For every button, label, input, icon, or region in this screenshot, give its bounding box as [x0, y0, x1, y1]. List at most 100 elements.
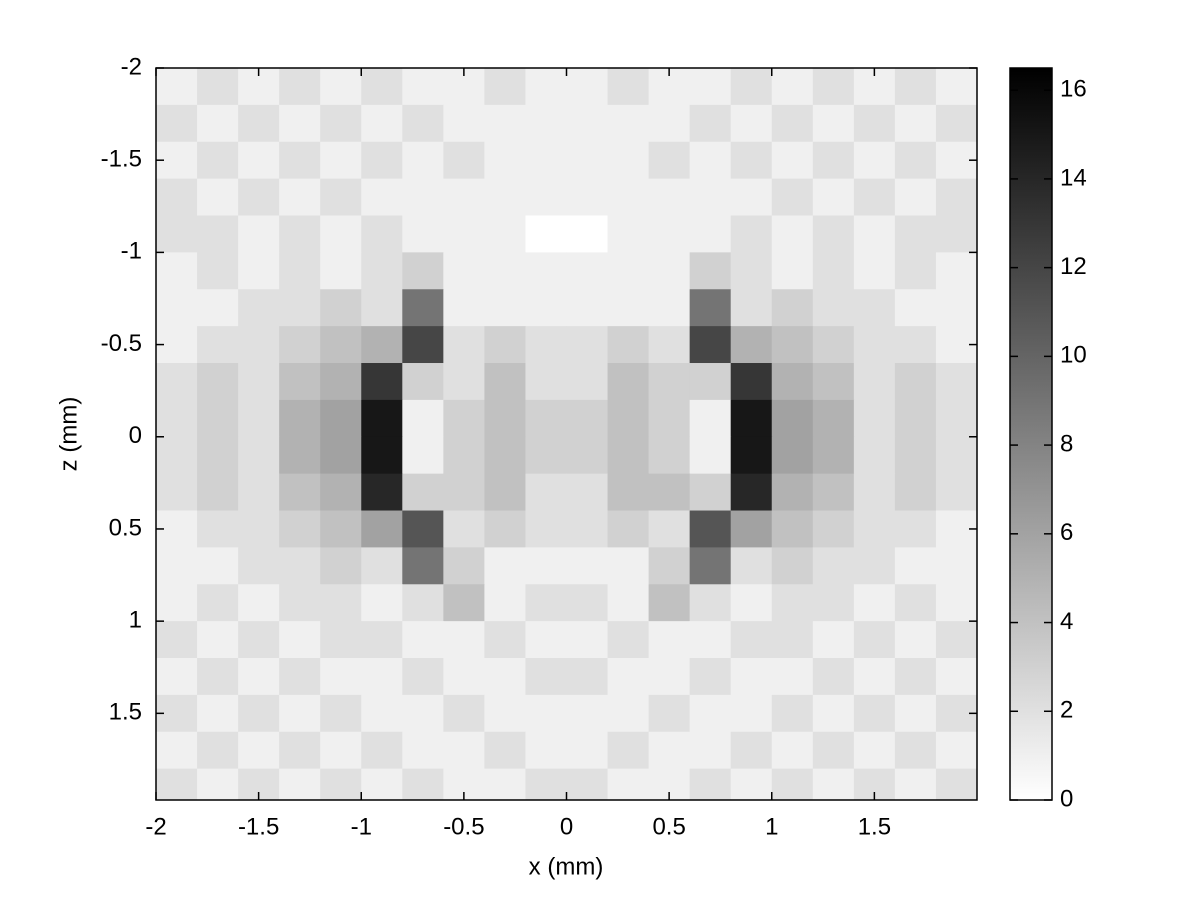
cell [320, 547, 362, 585]
cell [689, 104, 732, 143]
cell [525, 252, 567, 290]
cell [361, 289, 403, 327]
cell [935, 658, 977, 696]
cell [361, 215, 403, 253]
cell [525, 621, 567, 659]
cell [730, 768, 773, 800]
cell [894, 510, 937, 548]
cell [648, 547, 691, 585]
cell [443, 399, 485, 438]
cell [320, 584, 362, 622]
cell [279, 510, 321, 548]
cell [484, 252, 526, 290]
cell [648, 694, 691, 733]
cell [402, 584, 444, 622]
cell [320, 473, 362, 512]
cell [935, 289, 977, 327]
cell [894, 436, 937, 475]
colorbar-tick-label: 8 [1060, 430, 1073, 457]
cell [566, 104, 609, 143]
cell [197, 363, 239, 401]
cell [197, 399, 239, 438]
cell [812, 584, 855, 622]
cell [689, 731, 732, 770]
colorbar-tick-label: 6 [1060, 519, 1073, 546]
cell [566, 510, 609, 548]
cell [156, 104, 198, 143]
cell [320, 141, 362, 180]
y-tick-label: -1.5 [101, 146, 142, 173]
cell [402, 289, 444, 327]
cell [935, 363, 977, 401]
cell [484, 141, 526, 180]
cell [238, 252, 280, 290]
cell [525, 436, 567, 475]
colorbar-tick-label: 14 [1060, 164, 1087, 191]
cell [648, 473, 691, 512]
cell [812, 399, 855, 438]
cell [689, 768, 732, 800]
cell [197, 215, 239, 253]
cell [935, 399, 977, 438]
cell [443, 141, 485, 180]
cell [279, 694, 321, 733]
cell [238, 658, 280, 696]
cell [648, 621, 691, 659]
cell [771, 104, 814, 143]
cell [238, 621, 280, 659]
cell [484, 363, 526, 401]
cell [894, 473, 937, 512]
cell [484, 658, 526, 696]
cell [894, 104, 937, 143]
cell [771, 399, 814, 438]
cell [689, 584, 732, 622]
cell [894, 141, 937, 180]
cell [156, 436, 198, 475]
cell [935, 68, 977, 106]
cell [238, 584, 280, 622]
cell [935, 436, 977, 475]
cell [443, 694, 485, 733]
cell [894, 289, 937, 327]
cell [812, 363, 855, 401]
cell [279, 252, 321, 290]
cell [607, 694, 650, 733]
cell [689, 178, 732, 217]
cell [566, 252, 609, 290]
cell [853, 731, 896, 770]
cell [156, 547, 198, 585]
cell [443, 178, 485, 217]
x-tick-label: 0 [560, 813, 573, 840]
cell [730, 658, 773, 696]
cell [156, 215, 198, 253]
cell [935, 252, 977, 290]
cell [320, 621, 362, 659]
cell [402, 731, 444, 770]
cell [730, 694, 773, 733]
cell [279, 326, 321, 364]
cell [730, 252, 773, 290]
cell [771, 621, 814, 659]
cell [402, 510, 444, 548]
cell [156, 731, 198, 770]
cell [607, 289, 650, 327]
x-tick-label: -2 [145, 813, 166, 840]
cell [607, 326, 650, 364]
cell [894, 658, 937, 696]
x-tick-label: 0.5 [652, 813, 685, 840]
cell [730, 731, 773, 770]
cell [238, 178, 280, 217]
cell [771, 178, 814, 217]
cell [320, 215, 362, 253]
cell [443, 473, 485, 512]
cell [853, 141, 896, 180]
x-axis-label: x (mm) [529, 853, 604, 880]
cell [361, 104, 403, 143]
cell [484, 547, 526, 585]
cell [894, 178, 937, 217]
cell [525, 363, 567, 401]
cell [566, 768, 609, 800]
cell [730, 473, 773, 512]
x-tick-label: -1 [351, 813, 372, 840]
cell [771, 68, 814, 106]
